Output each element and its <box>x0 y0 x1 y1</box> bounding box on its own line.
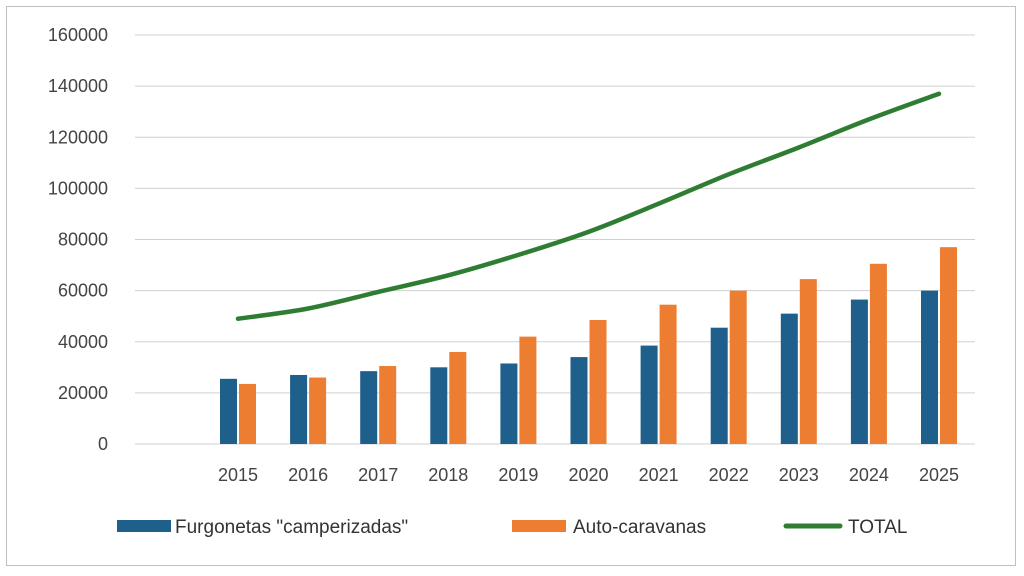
bar-autocaravanas <box>449 351 467 444</box>
x-tick-label: 2016 <box>288 465 328 485</box>
bar-autocaravanas <box>799 279 817 444</box>
x-tick-label: 2018 <box>428 465 468 485</box>
y-tick-label: 0 <box>98 434 108 454</box>
bar-autocaravanas <box>239 383 256 444</box>
bar-autocaravanas <box>659 304 677 444</box>
total-line <box>235 91 942 321</box>
bar-autocaravanas <box>519 336 537 444</box>
bar-autocaravanas <box>940 247 957 444</box>
y-tick-label: 20000 <box>58 383 108 403</box>
y-tick-label: 40000 <box>58 332 108 352</box>
legend-label: Furgonetas "camperizadas" <box>175 517 408 538</box>
bar-furgonetas <box>220 378 237 444</box>
legend-swatch <box>117 520 171 532</box>
x-tick-label: 2023 <box>779 465 819 485</box>
chart-frame <box>6 6 1016 566</box>
y-tick-label: 80000 <box>58 230 108 250</box>
x-tick-label: 2017 <box>358 465 398 485</box>
legend: Furgonetas "camperizadas" Auto-caravanas T… <box>117 517 907 538</box>
bar-furgonetas <box>640 345 658 444</box>
y-tick-label: 100000 <box>48 178 108 198</box>
legend-item-total: TOTAL <box>783 517 907 538</box>
y-tick-label: 140000 <box>48 76 108 96</box>
bars <box>220 247 957 444</box>
y-tick-label: 60000 <box>58 281 108 301</box>
grid-lines <box>135 34 975 445</box>
bar-furgonetas <box>850 299 868 444</box>
legend-label: TOTAL <box>848 517 907 538</box>
x-tick-label: 2022 <box>709 465 749 485</box>
bar-furgonetas <box>710 327 728 444</box>
x-axis-ticks: 2015 2016 2017 2018 2019 2020 2021 2022 2023 2024… <box>218 465 959 485</box>
legend-item-furgonetas: Furgonetas "camperizadas" <box>117 517 408 538</box>
legend-swatch <box>512 520 566 532</box>
bar-furgonetas <box>780 313 798 444</box>
y-tick-label: 160000 <box>48 25 108 45</box>
x-tick-label: 2015 <box>218 465 258 485</box>
bar-autocaravanas <box>729 290 747 444</box>
bar-autocaravanas <box>309 377 327 444</box>
x-tick-label: 2020 <box>568 465 608 485</box>
bar-furgonetas <box>500 363 518 444</box>
x-tick-label: 2025 <box>919 465 959 485</box>
bar-furgonetas <box>570 357 588 444</box>
legend-label: Auto-caravanas <box>573 517 706 538</box>
bar-autocaravanas <box>379 366 397 444</box>
bar-furgonetas <box>921 290 938 444</box>
legend-item-autocaravanas: Auto-caravanas <box>512 517 706 538</box>
bar-autocaravanas <box>589 320 607 444</box>
y-axis-ticks: 0 20000 40000 60000 80000 100000 120000 140000 1… <box>48 25 108 454</box>
y-tick-label: 120000 <box>48 127 108 147</box>
bar-autocaravanas <box>869 263 887 444</box>
x-tick-label: 2019 <box>498 465 538 485</box>
x-tick-label: 2021 <box>639 465 679 485</box>
series-line-total <box>235 91 942 321</box>
bar-furgonetas <box>430 367 448 444</box>
x-tick-label: 2024 <box>849 465 889 485</box>
bar-furgonetas <box>360 371 378 444</box>
bar-furgonetas <box>290 374 308 444</box>
